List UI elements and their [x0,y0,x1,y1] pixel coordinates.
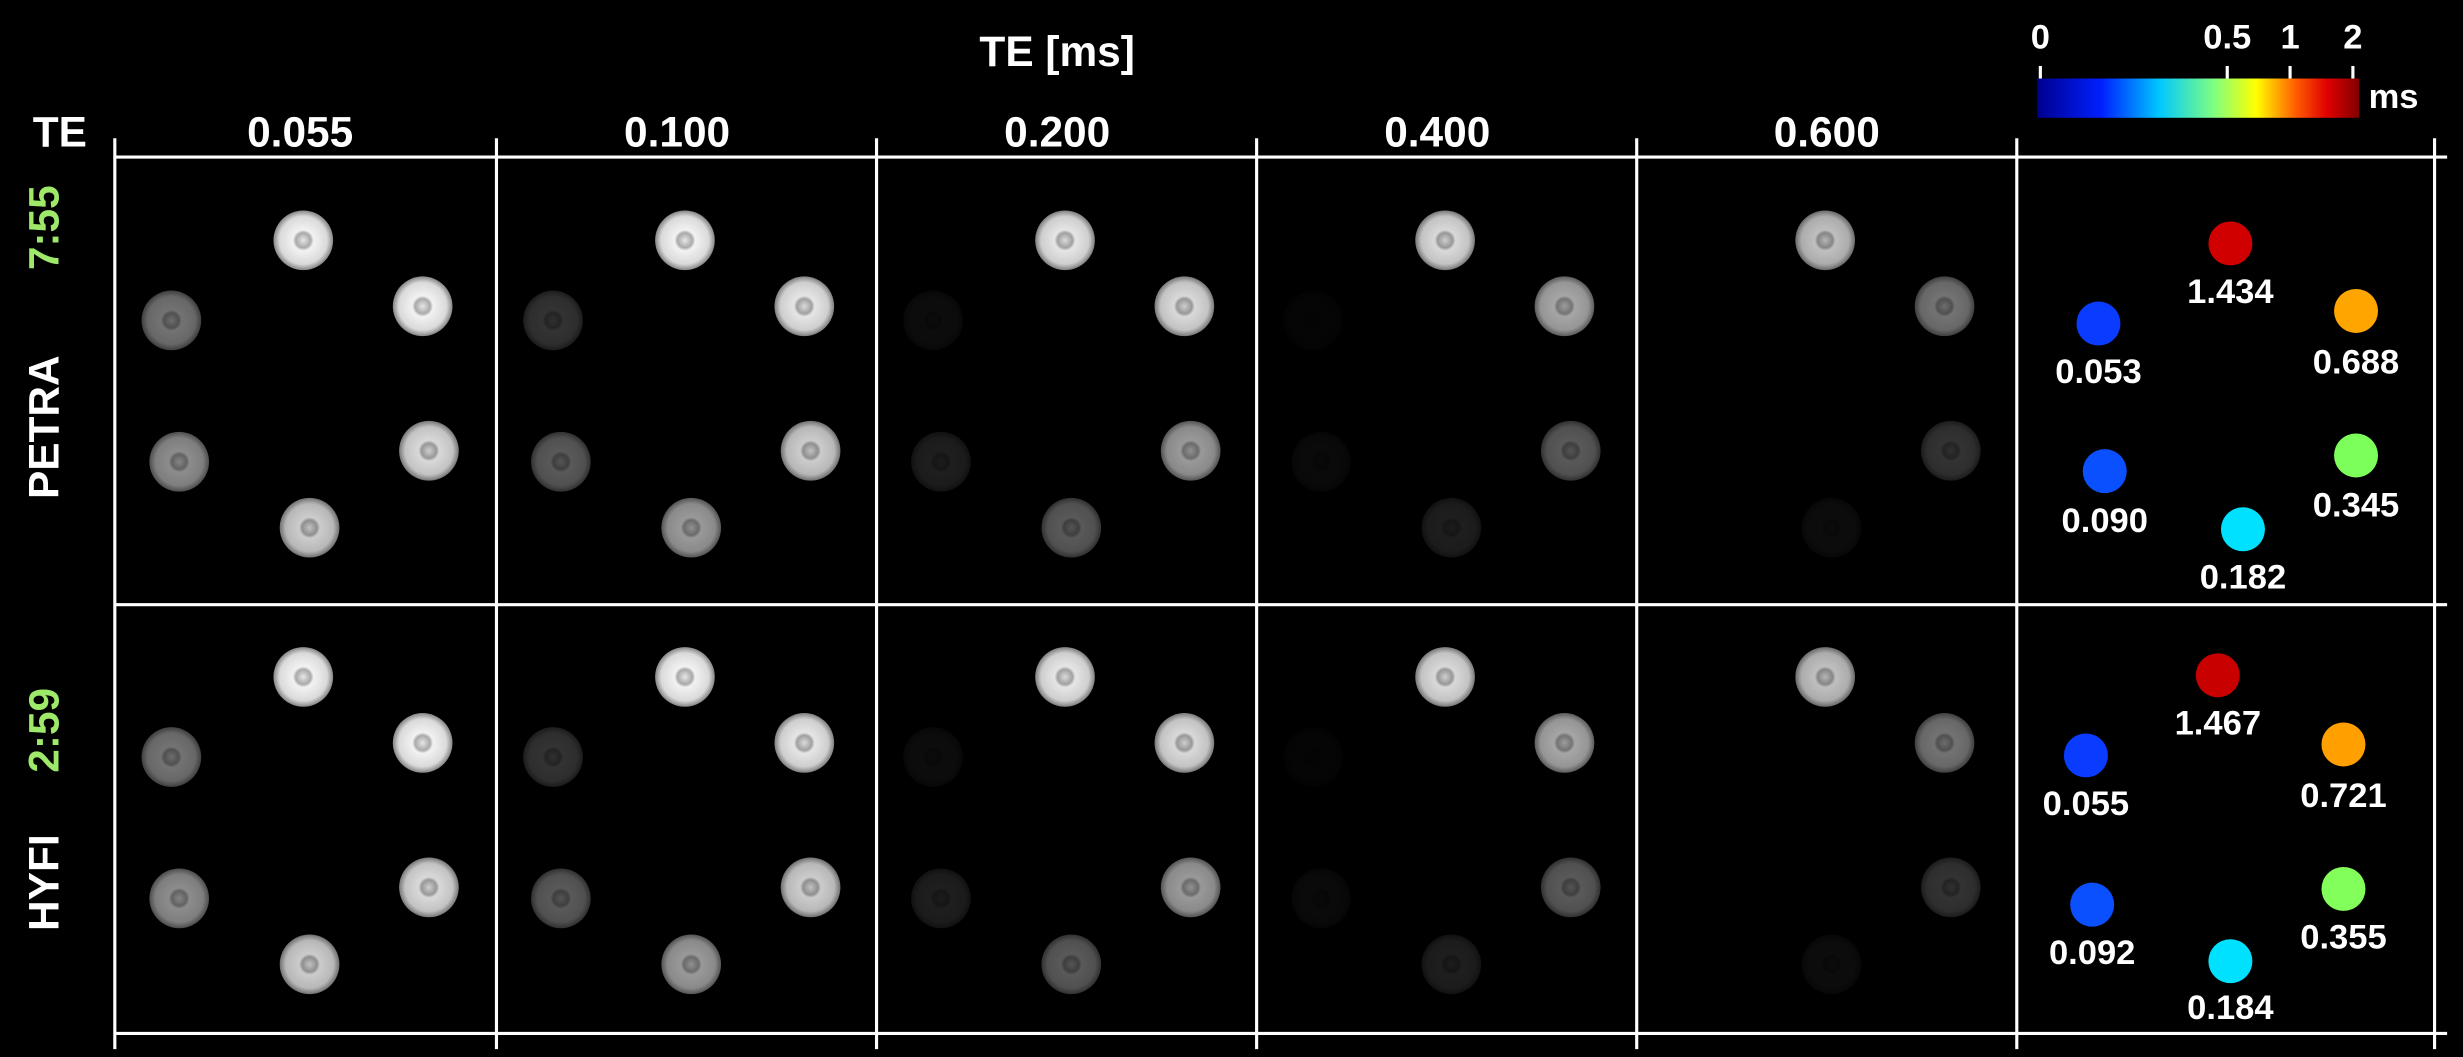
phantom-spot [1920,857,1981,918]
phantom-spot [655,210,715,271]
phantom-spot [273,647,334,707]
phantom-spot [1421,497,1482,558]
column-label: 0.055 [247,108,353,155]
map-value: 1.467 [2175,705,2261,743]
map-value: 0.184 [2187,989,2274,1027]
colorbar-tick-label: 1 [2280,18,2299,56]
phantom-spot [531,431,591,492]
map-dot [2070,882,2115,927]
column-label: 0.400 [1384,108,1490,155]
map-dot [2220,507,2265,552]
grid [113,138,2448,1050]
colorbar-tick-label: 2 [2343,18,2362,56]
te-label: TE [33,108,87,155]
map-dot [2063,733,2108,778]
map-dot [2195,653,2240,698]
phantom-spot [141,290,202,351]
phantom-spot [1283,291,1343,351]
phantom-spot [273,210,334,271]
phantom-spot [1415,647,1475,707]
phantom-spot [1035,210,1095,271]
row-method: PETRA [20,355,67,499]
map-value: 0.055 [2043,785,2129,823]
phantom-spot [399,857,459,918]
map-value: 0.092 [2049,934,2135,972]
map-value: 0.345 [2313,486,2399,524]
row-method: HYFI [20,834,67,931]
phantom-spot [149,868,210,929]
map-dot [2321,722,2366,767]
phantom-spot [1291,431,1351,492]
phantom-spot [1035,647,1095,707]
phantom-spot [911,868,971,929]
column-label: 0.600 [1774,108,1880,155]
map-dot [2076,301,2121,346]
map-value: 0.688 [2313,343,2399,381]
column-label: 0.200 [1004,108,1110,155]
map-dot [2334,433,2379,478]
map-value: 0.053 [2055,353,2141,391]
phantom-spot [1160,857,1221,918]
figure-title: TE [ms] [979,28,1134,75]
phantom-spot [1801,934,1862,995]
phantom-spot [780,857,841,918]
phantom-spot [523,727,583,787]
phantom-spot [1801,497,1862,558]
colorbar-unit: ms [2369,78,2419,116]
phantom-spot [1534,276,1595,337]
phantom-spot [1154,276,1215,337]
phantom-spot [1041,497,1102,558]
phantom-spot [1795,647,1856,707]
phantom-spot [1160,420,1221,481]
map-value: 0.182 [2200,559,2286,597]
phantom-spot [1421,934,1482,995]
map-dot [2208,939,2253,984]
colorbar-tick-label: 0 [2031,18,2050,56]
phantom-spot [149,431,210,492]
phantom-spot [1041,934,1102,995]
map-value: 0.355 [2300,918,2386,956]
phantom-spot [399,420,459,481]
phantom-spot [1534,713,1595,773]
phantom-spot [911,431,971,492]
phantom-spot [903,290,963,351]
phantom-spot [1283,727,1343,787]
phantom-spot [1415,210,1475,271]
phantom-spot [1914,713,1975,773]
phantom-spot [392,713,453,773]
phantom-spot [279,934,340,995]
map-dot [2321,866,2366,911]
phantom-spot [392,276,453,337]
map-dot [2334,288,2379,333]
column-label: 0.100 [624,108,730,155]
phantom-spot [1914,276,1975,337]
colorbar [2037,78,2360,118]
row-time: 2:59 [20,688,67,773]
phantom-spot [780,420,841,481]
map-dot [2208,221,2253,266]
phantom-spot [1291,868,1351,929]
map-value: 0.090 [2062,502,2148,540]
phantom-spot [1154,713,1215,773]
phantom-spot [1540,857,1601,918]
phantom-spot [774,276,835,337]
phantom-spot [1920,420,1981,481]
phantom-spot [1795,210,1856,271]
phantom-spot [903,727,963,787]
phantom-spot [141,727,202,787]
phantom-spot [661,934,722,995]
phantom-spot [531,868,591,929]
phantom-spot [774,713,835,773]
map-value: 1.434 [2187,273,2274,311]
phantom-spot [523,290,583,351]
colorbar-tick-label: 0.5 [2203,18,2251,56]
phantom-spot [655,647,715,707]
map-value: 0.721 [2300,777,2386,815]
phantom-spot [1540,420,1601,481]
phantom-spot [279,497,340,558]
phantom-spot [661,497,722,558]
row-time: 7:55 [20,185,67,270]
map-dot [2082,449,2127,494]
